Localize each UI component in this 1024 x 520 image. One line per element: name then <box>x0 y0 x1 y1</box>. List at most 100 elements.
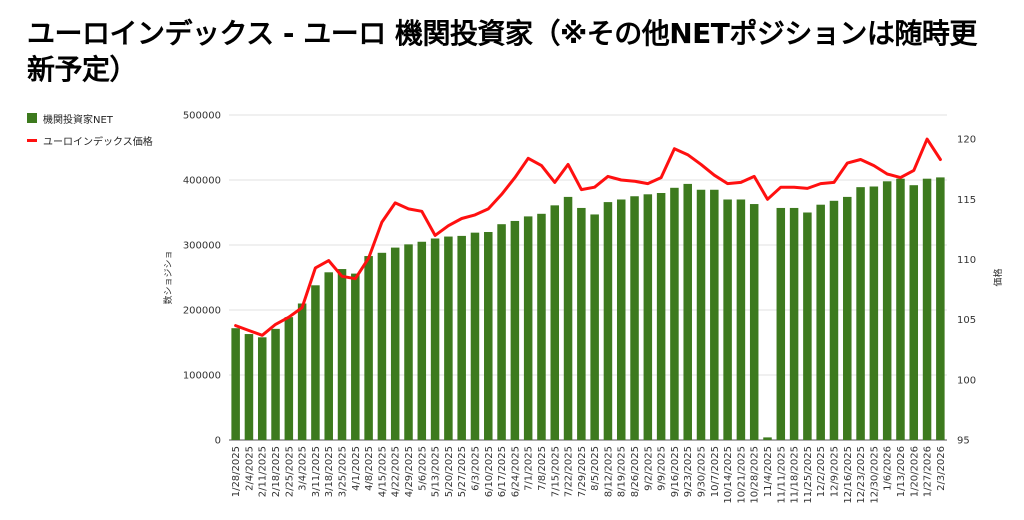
bar <box>231 328 240 440</box>
bar <box>430 238 440 440</box>
legend-swatch-bar <box>27 113 37 123</box>
x-tick-label: 5/13/2025 <box>431 446 442 497</box>
bar <box>843 196 852 440</box>
x-tick-label: 2/3/2026 <box>936 446 947 491</box>
x-tick-label: 9/9/2025 <box>657 446 668 491</box>
bar <box>484 232 493 440</box>
bar <box>776 207 786 440</box>
bar <box>244 334 254 440</box>
bar <box>603 202 613 440</box>
x-tick-label: 1/13/2026 <box>896 446 907 497</box>
x-tick-label: 5/6/2025 <box>417 446 428 491</box>
bar <box>869 186 879 440</box>
x-tick-label: 6/24/2025 <box>510 446 521 497</box>
x-tick-label: 9/23/2025 <box>683 446 694 497</box>
bar <box>630 196 639 440</box>
bar <box>257 337 267 440</box>
x-tick-label: 4/29/2025 <box>404 446 415 497</box>
y2-tick-label: 110 <box>957 255 976 266</box>
bar <box>577 207 586 440</box>
x-tick-label: 8/5/2025 <box>590 446 601 491</box>
x-tick-label: 7/8/2025 <box>537 446 548 491</box>
bar <box>896 178 905 440</box>
bar <box>643 194 653 440</box>
bar <box>763 437 772 440</box>
chart-title: ユーロインデックス - ユーロ 機関投資家（※その他NETポジションは随時更新予… <box>27 17 977 86</box>
bar <box>311 285 320 440</box>
x-tick-label: 10/28/2025 <box>750 446 761 504</box>
x-tick-label: 8/12/2025 <box>603 446 614 497</box>
x-tick-label: 8/26/2025 <box>630 446 641 497</box>
bar <box>470 232 480 440</box>
x-tick-label: 10/7/2025 <box>710 446 721 497</box>
bar <box>616 199 626 440</box>
legend-item-bar: 機関投資家NET <box>27 110 153 126</box>
bar <box>816 204 825 440</box>
bar <box>404 244 413 440</box>
bar <box>497 224 506 440</box>
x-tick-label: 3/4/2025 <box>298 446 309 491</box>
bar <box>922 178 932 440</box>
y2-tick-label: 100 <box>957 375 976 386</box>
bar <box>351 273 360 440</box>
bar <box>284 317 294 440</box>
x-tick-label: 4/1/2025 <box>351 446 362 491</box>
x-tick-label: 3/25/2025 <box>338 446 349 497</box>
x-tick-label: 7/22/2025 <box>564 446 575 497</box>
x-tick-label: 5/20/2025 <box>444 446 455 497</box>
bar <box>523 216 533 440</box>
x-tick-label: 9/2/2025 <box>643 446 654 491</box>
x-tick-label: 12/23/2025 <box>856 446 867 504</box>
bar <box>444 236 453 440</box>
y-tick-label: 300000 <box>183 241 221 252</box>
bar <box>297 303 307 440</box>
x-tick-label: 11/11/2025 <box>776 446 787 504</box>
bar <box>417 241 427 440</box>
bar <box>789 207 799 440</box>
x-tick-label: 11/4/2025 <box>763 446 774 497</box>
y-tick-label: 0 <box>215 436 221 447</box>
bar <box>390 247 400 440</box>
bar <box>882 181 892 441</box>
x-tick-label: 6/3/2025 <box>471 446 482 491</box>
x-tick-label: 11/25/2025 <box>803 446 814 504</box>
x-tick-label: 10/14/2025 <box>723 446 734 504</box>
bar <box>683 183 692 440</box>
x-tick-label: 7/15/2025 <box>550 446 561 497</box>
bar <box>936 177 945 440</box>
bar <box>364 256 373 440</box>
y-tick-label: 200000 <box>183 306 221 317</box>
x-tick-label: 12/16/2025 <box>843 446 854 504</box>
bar <box>696 189 706 440</box>
x-tick-label: 2/18/2025 <box>271 446 282 497</box>
bar <box>909 185 919 440</box>
y2-axis-title: 価格 <box>992 268 1004 286</box>
bar <box>749 204 759 440</box>
legend-swatch-line <box>27 138 37 142</box>
x-tick-label: 1/6/2026 <box>883 446 894 491</box>
y2-tick-label: 95 <box>957 436 970 447</box>
x-tick-label: 1/28/2025 <box>231 446 242 497</box>
legend: 機関投資家NET ユーロインデックス価格 <box>27 110 153 154</box>
bar <box>563 196 573 440</box>
bar <box>324 272 333 440</box>
bar <box>377 252 387 440</box>
bar <box>723 199 732 440</box>
y2-tick-label: 105 <box>957 315 976 326</box>
x-tick-label: 12/9/2025 <box>830 446 841 497</box>
x-tick-label: 9/16/2025 <box>670 446 681 497</box>
x-tick-label: 12/30/2025 <box>869 446 880 504</box>
bar <box>803 212 812 440</box>
bar <box>510 220 520 440</box>
y-tick-label: 400000 <box>183 176 221 187</box>
bar <box>590 214 599 440</box>
bar <box>550 205 560 440</box>
y-axis-title: 数ショジショ <box>162 250 174 304</box>
x-tick-label: 1/20/2026 <box>909 446 920 497</box>
x-tick-label: 4/15/2025 <box>377 446 388 497</box>
x-tick-label: 5/27/2025 <box>457 446 468 497</box>
bar <box>537 213 546 440</box>
bar <box>337 269 347 440</box>
x-tick-label: 11/18/2025 <box>790 446 801 504</box>
